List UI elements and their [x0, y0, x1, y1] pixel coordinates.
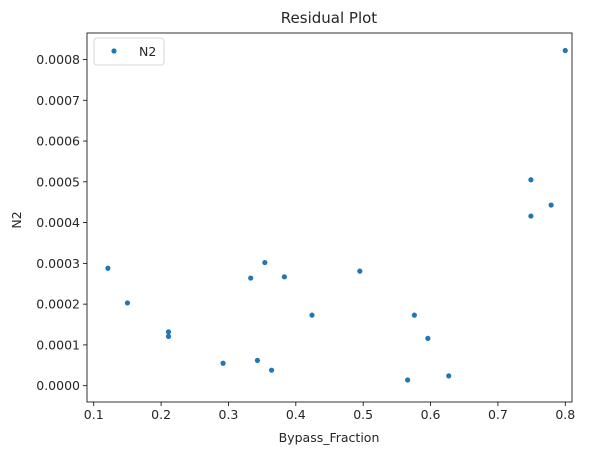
- y-tick-label: 0.0001: [36, 337, 80, 352]
- y-tick-label: 0.0000: [36, 378, 80, 393]
- x-tick-label: 0.4: [286, 407, 306, 422]
- legend-label: N2: [139, 44, 156, 59]
- data-point: [105, 265, 111, 271]
- x-ticks: 0.1 0.2 0.3 0.4 0.5 0.6 0.7 0.8: [84, 402, 575, 422]
- x-axis-label: Bypass_Fraction: [279, 430, 380, 445]
- y-tick-label: 0.0005: [36, 174, 80, 189]
- data-points: [105, 47, 568, 383]
- x-tick-label: 0.2: [151, 407, 171, 422]
- x-tick-label: 0.1: [84, 407, 104, 422]
- plot-frame: [86, 32, 573, 403]
- plot-area: [87, 33, 572, 402]
- data-point: [220, 360, 226, 366]
- data-point: [425, 335, 431, 341]
- legend-box: [93, 37, 165, 66]
- y-tick-label: 0.0002: [36, 297, 80, 312]
- data-point: [281, 274, 287, 280]
- data-point: [254, 357, 261, 364]
- y-axis-label: N2: [9, 211, 24, 228]
- y-ticks: 0.0000 0.0001 0.0002 0.0003 0.0004 0.0005 0.00…: [36, 52, 87, 393]
- legend-marker: [111, 48, 117, 54]
- data-point: [528, 177, 534, 183]
- data-point: [357, 268, 363, 274]
- x-tick-label: 0.5: [353, 407, 373, 422]
- data-point: [411, 312, 417, 318]
- y-tick-label: 0.0004: [36, 215, 80, 230]
- y-tick-label: 0.0003: [36, 256, 80, 271]
- x-tick-label: 0.6: [421, 407, 441, 422]
- legend: N2: [93, 37, 165, 66]
- x-tick-label: 0.8: [555, 407, 575, 422]
- y-tick-label: 0.0006: [36, 134, 80, 149]
- data-point: [262, 259, 268, 266]
- data-point: [562, 47, 568, 54]
- data-point: [528, 213, 534, 219]
- data-point: [268, 367, 275, 373]
- y-tick-label: 0.0007: [36, 93, 80, 108]
- x-tick-label: 0.3: [219, 407, 239, 422]
- data-point: [248, 275, 254, 281]
- y-tick-label: 0.0008: [36, 52, 80, 67]
- data-point: [165, 333, 172, 339]
- data-point: [124, 300, 131, 306]
- data-point: [405, 377, 411, 383]
- x-tick-label: 0.7: [488, 407, 508, 422]
- data-point: [548, 202, 554, 208]
- chart-title: Residual Plot: [281, 9, 378, 27]
- data-point: [309, 312, 315, 318]
- data-point: [165, 329, 172, 335]
- data-point: [446, 373, 452, 379]
